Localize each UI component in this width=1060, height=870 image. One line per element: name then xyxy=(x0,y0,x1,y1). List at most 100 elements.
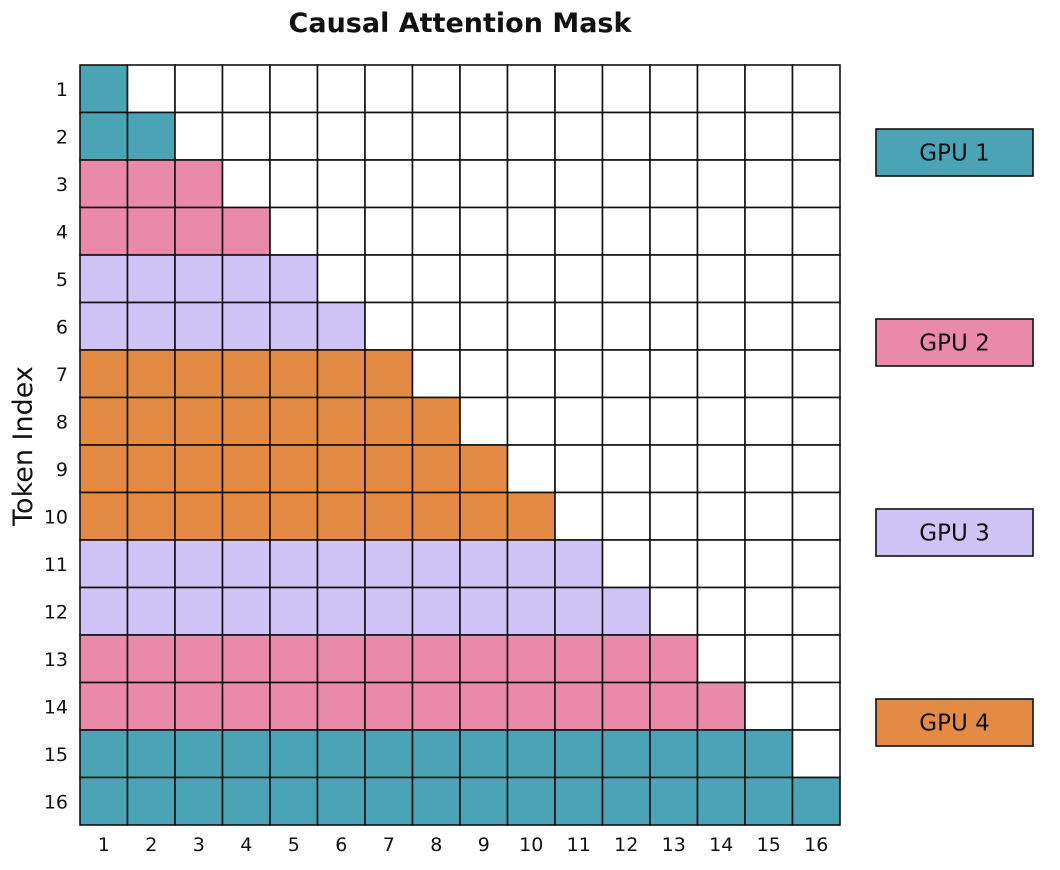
mask-cell-masked xyxy=(744,634,794,684)
mask-cell-attended xyxy=(79,111,129,161)
mask-cell-masked xyxy=(506,254,556,304)
mask-cell-attended xyxy=(221,491,271,541)
y-tick-label: 10 xyxy=(44,506,68,528)
mask-cell-masked xyxy=(649,349,699,399)
mask-cell-attended xyxy=(221,396,271,446)
mask-cell-masked xyxy=(601,254,651,304)
mask-cell-attended xyxy=(506,729,556,779)
legend-item: GPU 3 xyxy=(875,508,1034,557)
mask-cell-attended xyxy=(269,586,319,636)
y-tick-label: 11 xyxy=(44,554,68,576)
mask-cell-attended xyxy=(79,634,129,684)
mask-cell-attended xyxy=(649,729,699,779)
y-tick-label: 15 xyxy=(44,744,68,766)
mask-cell-masked xyxy=(696,254,746,304)
mask-cell-attended xyxy=(411,729,461,779)
mask-cell-masked xyxy=(459,206,509,256)
mask-cell-masked xyxy=(744,159,794,209)
mask-cell-attended xyxy=(174,301,224,351)
mask-cell-attended xyxy=(174,491,224,541)
mask-cell-masked xyxy=(554,206,604,256)
mask-cell-masked xyxy=(316,64,366,114)
mask-cell-attended xyxy=(221,681,271,731)
y-tick-label: 3 xyxy=(56,174,68,196)
mask-cell-masked xyxy=(696,444,746,494)
mask-cell-masked xyxy=(601,301,651,351)
mask-cell-masked xyxy=(506,206,556,256)
mask-cell-masked xyxy=(554,159,604,209)
mask-cell-masked xyxy=(269,206,319,256)
mask-cell-attended xyxy=(744,729,794,779)
mask-cell-masked xyxy=(316,111,366,161)
mask-cell-masked xyxy=(791,539,841,589)
mask-cell-attended xyxy=(364,444,414,494)
mask-cell-attended xyxy=(174,159,224,209)
y-tick-label: 13 xyxy=(44,649,68,671)
mask-cell-masked xyxy=(554,396,604,446)
mask-cell-masked xyxy=(459,64,509,114)
mask-cell-masked xyxy=(649,111,699,161)
heatmap-cells xyxy=(79,64,841,826)
x-tick-label: 15 xyxy=(757,834,781,856)
mask-cell-masked xyxy=(791,681,841,731)
mask-cell-masked xyxy=(744,396,794,446)
mask-cell-masked xyxy=(221,111,271,161)
mask-cell-attended xyxy=(459,634,509,684)
mask-cell-attended xyxy=(221,634,271,684)
mask-cell-masked xyxy=(506,64,556,114)
y-tick-label: 9 xyxy=(56,459,68,481)
legend-label: GPU 4 xyxy=(919,711,989,737)
mask-cell-masked xyxy=(601,111,651,161)
mask-cell-attended xyxy=(126,301,176,351)
mask-cell-attended xyxy=(506,681,556,731)
mask-cell-attended xyxy=(506,634,556,684)
x-tick-label: 1 xyxy=(98,834,110,856)
mask-cell-masked xyxy=(554,301,604,351)
mask-cell-masked xyxy=(411,301,461,351)
mask-cell-masked xyxy=(744,586,794,636)
mask-cell-attended xyxy=(411,396,461,446)
mask-cell-masked xyxy=(744,206,794,256)
mask-cell-attended xyxy=(316,634,366,684)
mask-cell-masked xyxy=(696,349,746,399)
mask-cell-masked xyxy=(506,396,556,446)
mask-cell-masked xyxy=(744,301,794,351)
mask-cell-masked xyxy=(601,159,651,209)
mask-cell-attended xyxy=(269,634,319,684)
y-tick-label: 2 xyxy=(56,126,68,148)
mask-cell-masked xyxy=(601,206,651,256)
mask-cell-masked xyxy=(316,254,366,304)
mask-cell-masked xyxy=(221,64,271,114)
mask-cell-masked xyxy=(554,111,604,161)
mask-cell-masked xyxy=(696,64,746,114)
mask-cell-masked xyxy=(791,729,841,779)
mask-cell-attended xyxy=(316,396,366,446)
mask-cell-masked xyxy=(791,349,841,399)
mask-cell-attended xyxy=(554,634,604,684)
mask-cell-attended xyxy=(791,776,841,826)
mask-cell-masked xyxy=(649,206,699,256)
mask-cell-attended xyxy=(696,729,746,779)
mask-cell-masked xyxy=(744,111,794,161)
mask-cell-attended xyxy=(126,634,176,684)
mask-cell-attended xyxy=(79,64,129,114)
mask-cell-attended xyxy=(174,349,224,399)
mask-cell-attended xyxy=(174,444,224,494)
mask-cell-attended xyxy=(696,776,746,826)
mask-cell-attended xyxy=(411,586,461,636)
mask-cell-masked xyxy=(696,206,746,256)
mask-cell-attended xyxy=(126,491,176,541)
x-tick-label: 13 xyxy=(662,834,686,856)
mask-cell-attended xyxy=(364,634,414,684)
mask-cell-attended xyxy=(411,776,461,826)
mask-cell-attended xyxy=(364,491,414,541)
mask-cell-attended xyxy=(411,681,461,731)
mask-cell-masked xyxy=(744,539,794,589)
mask-cell-attended xyxy=(126,206,176,256)
mask-cell-attended xyxy=(316,539,366,589)
mask-cell-masked xyxy=(269,159,319,209)
x-tick-label: 5 xyxy=(288,834,300,856)
x-tick-label: 6 xyxy=(335,834,347,856)
mask-cell-attended xyxy=(174,254,224,304)
